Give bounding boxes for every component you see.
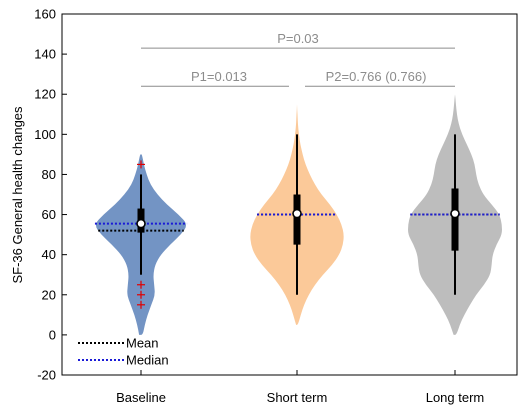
y-tick-label: 80: [42, 167, 56, 182]
x-axis: Baseline Short term Long term: [116, 370, 484, 405]
significance-label: P1=0.013: [191, 69, 247, 84]
outlier-marker: [137, 290, 145, 299]
y-tick-label: -20: [37, 368, 56, 383]
y-axis-label: SF-36 General health changes: [10, 106, 25, 284]
y-tick-label: 40: [42, 247, 56, 262]
legend-label: Mean: [126, 336, 159, 351]
y-tick-label: 120: [34, 87, 56, 102]
y-tick-label: 160: [34, 7, 56, 22]
legend: Mean Median: [78, 336, 169, 368]
y-tick-label: 140: [34, 47, 56, 62]
x-tick-label: Long term: [426, 390, 485, 405]
outlier-marker: [137, 300, 145, 309]
center-marker: [136, 218, 146, 229]
x-tick-label: Short term: [267, 390, 328, 405]
center-marker: [292, 208, 302, 219]
iqr-box: [451, 188, 459, 251]
significance-layer: P=0.03 P1=0.013 P2=0.766 (0.766): [141, 31, 455, 87]
outlier-marker: [137, 160, 145, 169]
iqr-box: [293, 194, 301, 245]
y-tick-label: 0: [49, 327, 56, 342]
y-axis: -20 0 20 40 60 80 100 120 140 160: [34, 7, 67, 383]
y-tick-label: 20: [42, 287, 56, 302]
significance-label: P=0.03: [277, 31, 319, 46]
y-tick-label: 100: [34, 127, 56, 142]
center-marker: [450, 208, 460, 219]
x-tick-label: Baseline: [116, 390, 166, 405]
violins-layer: [94, 94, 502, 335]
y-tick-label: 60: [42, 207, 56, 222]
outlier-marker: [137, 280, 145, 289]
significance-label: P2=0.766 (0.766): [326, 69, 427, 84]
legend-label: Median: [126, 353, 169, 368]
